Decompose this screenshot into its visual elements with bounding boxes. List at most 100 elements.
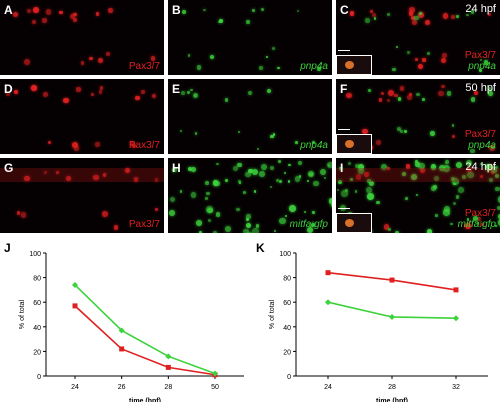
cell-dot [368,180,374,186]
cell-dot [443,209,450,217]
cell-dot [238,180,242,184]
cell-dot [270,165,275,170]
cell-dot [216,162,219,166]
inset-cell [345,219,354,227]
stain-label: Pax3/7 [464,50,496,61]
cell-dot [225,179,229,183]
series-line [74,284,216,375]
cell-dot [494,225,497,227]
cell-dot [105,51,111,57]
cell-dot [193,93,198,98]
micrograph-panel-I: I 24 hpf Pax3/7 mitfa:gfp [336,158,500,233]
cell-dot [97,58,103,64]
cell-dot [400,130,403,133]
cell-dot [206,191,211,196]
cell-dot [257,147,260,150]
y-tick-label: 100 [279,251,291,258]
y-tick-label: 80 [283,276,291,283]
micrograph-panel-F: F 50 hpf Pax3/7 pnp4a [336,79,500,154]
panel-letter: I [340,161,344,175]
cell-dot [491,146,494,149]
cell-dot [24,175,30,182]
cell-dot [80,61,84,65]
cell-dot [186,90,190,95]
cell-dot [452,135,456,139]
stain-label: pnp4a [300,61,328,72]
cell-dot [100,86,104,90]
cell-dot [370,10,374,14]
cell-dot [355,164,359,168]
data-point-square [119,346,125,352]
x-tick-label: 32 [452,384,460,391]
cell-dot [248,169,253,174]
x-tick-label: 26 [118,384,126,391]
cell-dot [397,96,402,101]
cell-dot [368,89,372,93]
cell-dot [313,180,319,186]
cell-dot [236,207,240,212]
cell-dot [114,225,119,230]
cell-dot [133,177,138,182]
data-point-diamond [212,370,218,377]
cell-dot [494,173,500,178]
cell-dot [414,15,420,21]
cell-dot [450,222,453,226]
cell-dot [416,194,419,197]
cell-dot [93,174,100,181]
cell-dot [424,19,430,25]
cell-dot [272,133,276,137]
cell-dot [405,164,411,169]
cell-dot [203,8,206,11]
cell-dot [6,91,11,97]
data-point-square [325,270,331,276]
scale-bar [338,50,350,51]
cell-dot [484,164,492,171]
cell-dot [450,14,455,19]
cell-dot [477,222,480,225]
cell-dot [246,214,251,219]
cell-dot [497,196,500,203]
cell-dot [180,91,185,96]
cell-dot [210,54,215,59]
stain-labels: Pax3/7 [129,219,160,230]
zoom-inset [336,134,372,154]
cell-dot [418,12,424,18]
panel-letter: E [172,82,181,96]
cell-dot [288,163,291,167]
cell-dot [372,13,377,18]
zoom-inset [336,55,372,75]
cell-dot [256,224,260,228]
cell-dot [328,198,332,204]
cell-dot [405,197,408,200]
cell-dot [450,176,456,182]
cell-dot [253,190,257,193]
cell-dot [330,201,332,209]
cell-dot [317,66,322,71]
cell-dot [422,58,426,62]
cell-dot [461,174,467,180]
cell-dot [16,211,20,215]
stain-label: mitfa:gfp [457,219,496,230]
cell-dot [346,92,352,98]
series-line [74,305,216,376]
stain-labels: Pax3/7 [129,61,160,72]
cell-dot [271,47,275,51]
cell-dot [472,215,478,221]
cell-dot [484,60,489,65]
cell-dot [288,205,296,212]
cell-dot [13,89,18,94]
cell-dot [488,87,492,90]
cell-dot [404,130,408,134]
cell-dot [129,141,135,146]
cell-dot [98,90,102,94]
cell-dot [491,167,498,173]
cell-dot [410,16,415,21]
cell-dot [218,18,224,24]
cell-dot [246,223,252,228]
cell-dot [108,8,113,13]
cell-dot [270,134,274,139]
x-tick-label: 28 [164,384,172,391]
y-tick-label: 40 [283,325,291,332]
cell-dot [90,92,94,97]
cell-dot [273,229,276,233]
